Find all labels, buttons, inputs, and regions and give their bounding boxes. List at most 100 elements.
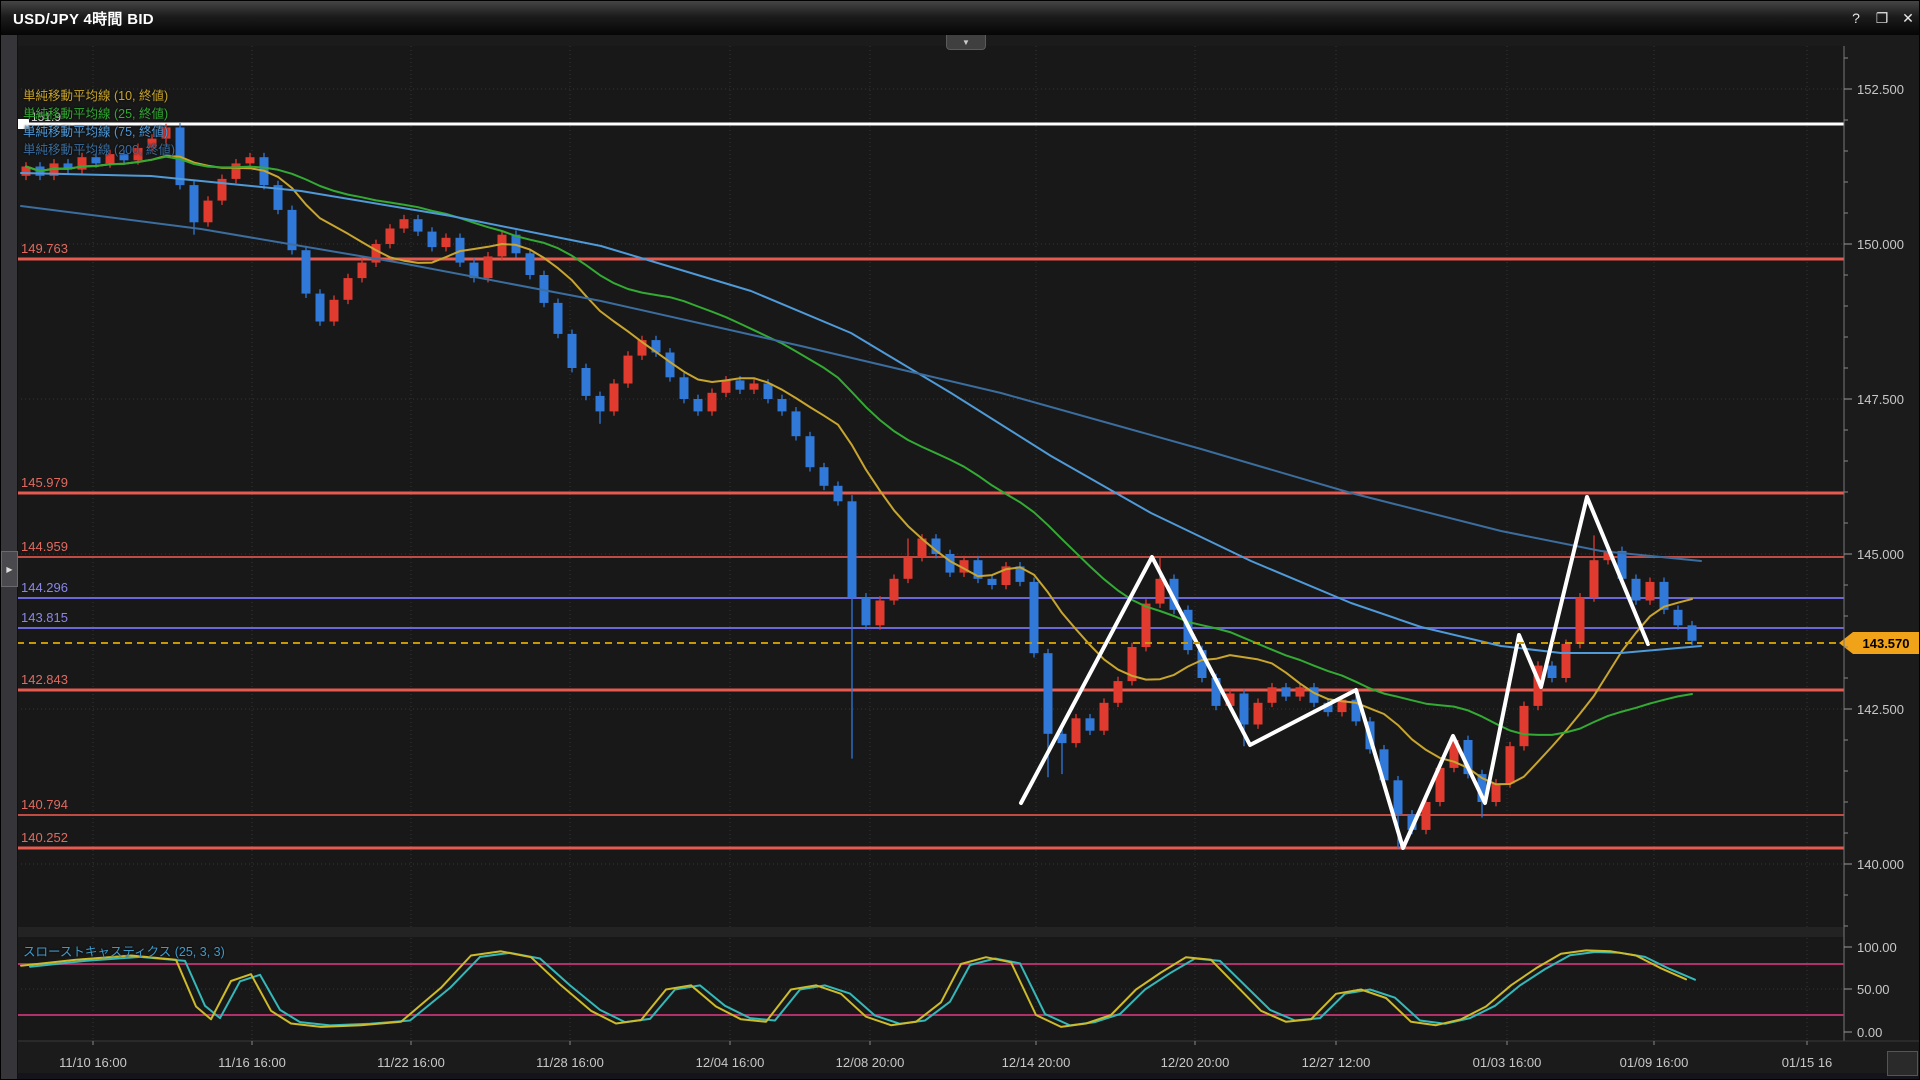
candle bbox=[1589, 560, 1599, 598]
candle bbox=[875, 600, 885, 626]
stoch-axis-label: 50.00 bbox=[1857, 982, 1890, 997]
y-axis-label: 142.500 bbox=[1857, 702, 1904, 717]
candle bbox=[161, 127, 171, 139]
toolbar-collapse-tab[interactable]: ▼ bbox=[946, 35, 986, 50]
candle bbox=[413, 219, 423, 232]
candle bbox=[945, 554, 955, 573]
sma200-line bbox=[20, 205, 1702, 562]
close-icon[interactable]: ✕ bbox=[1902, 9, 1914, 26]
x-axis-label: 11/10 16:00 bbox=[59, 1055, 127, 1070]
candle bbox=[105, 154, 115, 164]
candle bbox=[973, 560, 983, 579]
white-line-handle[interactable] bbox=[17, 119, 29, 129]
sma10-line bbox=[25, 154, 1693, 786]
left-panel-strip: ▶ bbox=[1, 35, 18, 1079]
candle bbox=[861, 597, 871, 626]
candle bbox=[847, 501, 857, 598]
candle bbox=[1015, 566, 1025, 582]
x-axis-label: 11/28 16:00 bbox=[536, 1055, 604, 1070]
candle bbox=[1673, 609, 1683, 626]
candle bbox=[805, 436, 815, 468]
legend-sma25: 単純移動平均線 (25, 終値) bbox=[23, 107, 169, 121]
candle bbox=[21, 166, 31, 176]
candle bbox=[1211, 678, 1221, 706]
candle bbox=[343, 278, 353, 300]
candle bbox=[525, 253, 535, 275]
candle bbox=[693, 399, 703, 412]
price-level-label: 140.252 bbox=[21, 830, 68, 845]
candle bbox=[1351, 699, 1361, 722]
y-axis-label: 140.000 bbox=[1857, 857, 1904, 872]
candle bbox=[189, 185, 199, 223]
candle bbox=[609, 383, 619, 412]
left-panel-expand-button[interactable]: ▶ bbox=[1, 551, 18, 587]
candle bbox=[427, 231, 437, 248]
candle bbox=[539, 275, 549, 303]
x-axis-label: 01/15 16 bbox=[1782, 1055, 1833, 1070]
candle bbox=[483, 256, 493, 279]
y-axis-label: 150.000 bbox=[1857, 237, 1904, 252]
candle bbox=[1337, 699, 1347, 713]
candle bbox=[833, 485, 843, 502]
candle bbox=[315, 293, 325, 322]
candle bbox=[357, 262, 367, 279]
candle bbox=[469, 262, 479, 279]
candle bbox=[1505, 746, 1515, 784]
chevron-down-icon: ▼ bbox=[962, 37, 970, 47]
candle bbox=[203, 200, 213, 223]
candle bbox=[1323, 702, 1333, 713]
x-axis-label: 11/22 16:00 bbox=[377, 1055, 445, 1070]
candle bbox=[1533, 665, 1543, 706]
candle bbox=[903, 557, 913, 579]
candle bbox=[749, 383, 759, 390]
candle bbox=[1659, 581, 1669, 610]
candle bbox=[287, 209, 297, 251]
candle bbox=[1085, 718, 1095, 731]
zigzag-annotation[interactable] bbox=[1019, 495, 1650, 850]
candle bbox=[1197, 650, 1207, 678]
candle bbox=[1253, 702, 1263, 725]
candle bbox=[371, 244, 381, 263]
candle bbox=[231, 163, 241, 179]
candle bbox=[763, 383, 773, 399]
price-level-label: 144.296 bbox=[21, 580, 68, 595]
candle bbox=[147, 138, 157, 148]
help-icon[interactable]: ? bbox=[1852, 10, 1860, 26]
y-axis-label: 145.000 bbox=[1857, 547, 1904, 562]
maximize-icon[interactable]: ❐ bbox=[1875, 9, 1889, 26]
candle bbox=[1519, 705, 1529, 747]
y-axis-label: 152.500 bbox=[1857, 82, 1904, 97]
candle bbox=[1575, 597, 1585, 644]
x-axis-label: 11/16 16:00 bbox=[218, 1055, 286, 1070]
candle bbox=[917, 538, 927, 558]
x-axis-label: 01/03 16:00 bbox=[1473, 1055, 1542, 1070]
price-level-label: 142.843 bbox=[21, 672, 68, 687]
title-bar: USD/JPY 4時間 BID ? ❐ ✕ bbox=[1, 1, 1919, 35]
x-axis-label: 12/20 20:00 bbox=[1161, 1055, 1230, 1070]
candle bbox=[987, 578, 997, 585]
candle bbox=[1155, 578, 1165, 604]
candle bbox=[1435, 767, 1445, 802]
candle bbox=[119, 154, 129, 161]
stoch-k-line bbox=[20, 949, 1687, 1028]
candle bbox=[441, 237, 451, 248]
candle bbox=[581, 368, 591, 396]
candle bbox=[679, 377, 689, 399]
legend-sma200: 単純移動平均線 (200, 終値) bbox=[23, 143, 176, 157]
pane-separator bbox=[17, 927, 1844, 937]
scrollbar-corner-button[interactable] bbox=[1887, 1051, 1918, 1076]
sma25-line bbox=[25, 155, 1693, 736]
candle bbox=[1267, 687, 1277, 703]
candle bbox=[1617, 550, 1627, 579]
bottom-strip bbox=[1, 1073, 1919, 1079]
candle bbox=[1547, 665, 1557, 678]
legend-sma75: 単純移動平均線 (75, 終値) bbox=[23, 125, 169, 139]
candle bbox=[777, 399, 787, 412]
candle bbox=[791, 411, 801, 437]
main-pane bbox=[17, 46, 1844, 927]
sma75-line bbox=[20, 172, 1702, 654]
x-axis-label: 12/27 12:00 bbox=[1302, 1055, 1371, 1070]
indicator-legend: 単純移動平均線 (10, 終値) 単純移動平均線 (25, 終値) 単純移動平均… bbox=[23, 87, 175, 159]
